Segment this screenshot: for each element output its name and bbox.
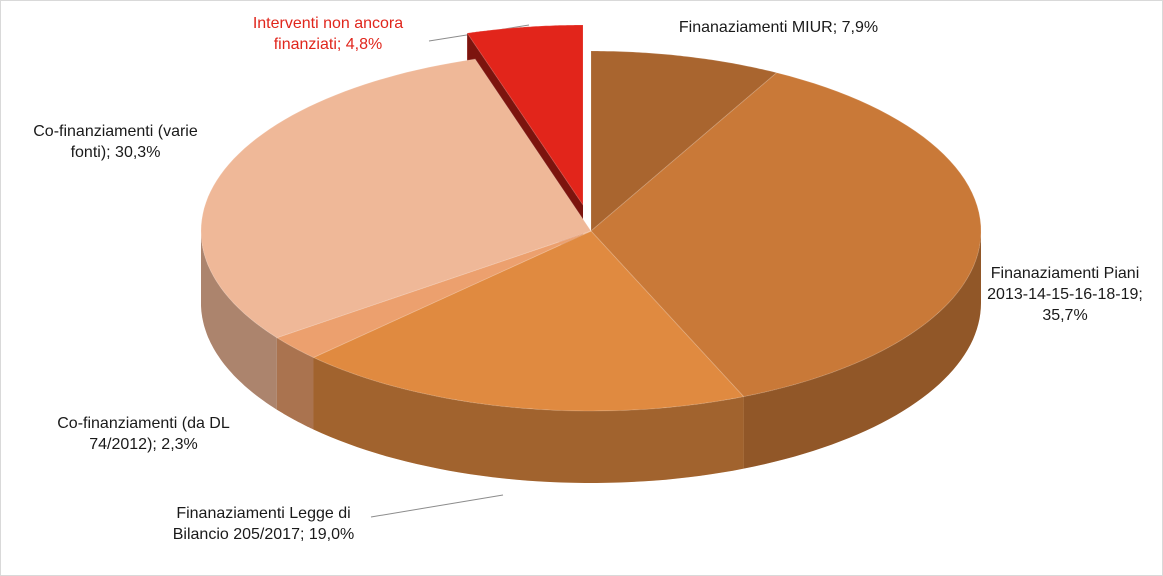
category: Interventi non ancora finanziati;: [252, 15, 404, 53]
slice: [590, 72, 982, 398]
value-label: 35,7%: [1042, 307, 1088, 324]
slice-side-shade: [201, 231, 277, 410]
category: Finanaziamenti Legge di Bilancio 205/201…: [172, 505, 351, 543]
slice: [200, 58, 592, 339]
slice-label: Finanaziamenti Piani 2013-14-15-16-18-19…: [969, 263, 1161, 326]
category: Co-finanziamenti (da DL 74/2012);: [57, 415, 230, 453]
slice-label: Co-finanziamenti (da DL 74/2012); 2,3%: [41, 413, 246, 455]
slice-label: Finanaziamenti MIUR; 7,9%: [671, 17, 886, 38]
value-label: 30,3%: [115, 144, 161, 161]
slice-side-shade: [313, 357, 744, 483]
slice-side: [276, 337, 314, 430]
slice-label: Interventi non ancora finanziati; 4,8%: [233, 13, 423, 55]
slice-side-shade: [276, 337, 314, 430]
slice: [590, 50, 778, 233]
value-label: 4,8%: [345, 36, 383, 53]
slice-side-shade: [743, 231, 981, 469]
slice-side: [743, 231, 981, 469]
slice: [275, 230, 592, 359]
slice: [466, 24, 584, 207]
slice-label: Co-finanziamenti (varie fonti); 30,3%: [13, 121, 218, 163]
slice-label: Finanaziamenti Legge di Bilancio 205/201…: [161, 503, 366, 545]
slice: [312, 230, 745, 412]
value-label: 19,0%: [308, 526, 355, 543]
slice-side: [313, 357, 744, 483]
category: Finanaziamenti Piani 2013-14-15-16-18-19…: [987, 265, 1143, 303]
slice-side: [201, 231, 277, 410]
value-label: 7,9%: [841, 19, 879, 36]
value-label: 2,3%: [161, 436, 198, 453]
category: Co-finanziamenti (varie fonti);: [33, 123, 198, 161]
leader-line: [370, 494, 504, 518]
category: Finanaziamenti MIUR;: [678, 19, 838, 36]
